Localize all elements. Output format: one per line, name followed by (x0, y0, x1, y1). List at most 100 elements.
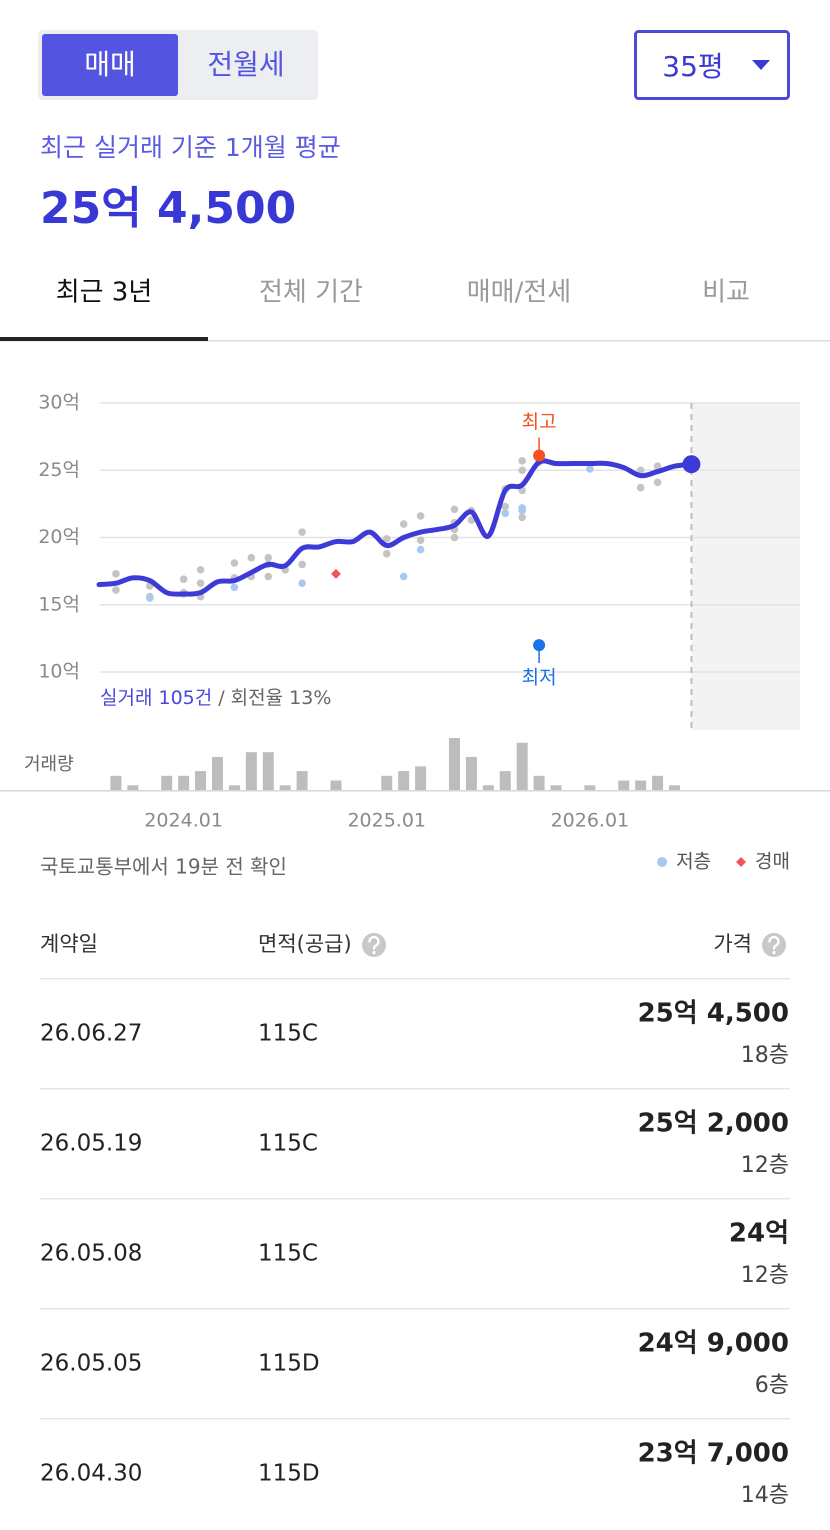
trade-point (450, 533, 459, 542)
volume-label: 거래량 (24, 754, 74, 775)
x-tick-label: 2025.01 (347, 810, 426, 832)
volume-bar (178, 775, 190, 790)
average-line (96, 458, 694, 597)
trade-point (298, 528, 306, 536)
trade-point (653, 462, 662, 471)
trade-point (518, 506, 526, 515)
row-divider (40, 1088, 790, 1090)
legend-marker (657, 857, 668, 867)
trade-point (636, 483, 645, 492)
volume-bar (482, 785, 494, 790)
volume-bar (195, 771, 207, 790)
volume-bar (245, 752, 257, 790)
annotation-point (533, 449, 546, 462)
annotation-label: 최고 (522, 411, 557, 433)
trade-point (416, 545, 425, 554)
volume-bar (398, 771, 410, 790)
trade-point (382, 549, 391, 558)
turnover: / 회전율 13% (218, 687, 331, 709)
trade-point (636, 466, 645, 475)
contract-date: 26.05.08 (40, 1241, 142, 1267)
price: 23억 7,000 (638, 1439, 789, 1469)
table-header: 가격 (713, 932, 752, 956)
floor: 12층 (741, 1153, 789, 1178)
trade-point (586, 465, 594, 473)
trade-stats: 실거래 105건 / 회전율 13% (100, 687, 331, 709)
floor: 12층 (741, 1263, 789, 1288)
trade-point (298, 579, 306, 588)
trade-point (264, 572, 273, 581)
latest-point (682, 455, 701, 474)
volume-bar (330, 780, 342, 790)
trade-point (247, 553, 256, 562)
annotation-label: 최저 (522, 667, 557, 689)
volume-bar (465, 756, 477, 790)
deal-tab-active[interactable] (42, 34, 178, 96)
volume-bar (550, 785, 562, 790)
volume-bar (110, 775, 122, 790)
area-type: 115C (258, 1131, 318, 1157)
volume-bar (516, 742, 528, 790)
deal-tab[interactable]: 매매 (84, 48, 136, 81)
auction-point (330, 568, 341, 579)
floor: 14층 (741, 1483, 789, 1508)
help-icon[interactable] (362, 933, 386, 957)
volume-bar (127, 785, 139, 790)
volume-baseline (0, 790, 830, 792)
future-region (691, 403, 800, 730)
trade-point (112, 586, 120, 594)
y-tick-label: 20억 (38, 526, 80, 548)
price: 25억 2,000 (638, 1109, 789, 1139)
area-select[interactable]: 35평 (662, 50, 723, 83)
x-tick-label: 2026.01 (551, 810, 630, 832)
price: 25억 4,500 (638, 999, 789, 1029)
trade-point (501, 509, 510, 518)
period-tab[interactable]: 전체 기간 (259, 278, 363, 308)
help-icon[interactable] (762, 933, 786, 957)
trade-point (416, 536, 425, 544)
trade-point (196, 565, 205, 574)
summary-price: 25억 4,500 (40, 183, 296, 234)
trade-point (179, 575, 188, 583)
row-divider (40, 1418, 790, 1420)
area-type: 115C (258, 1241, 318, 1267)
trade-point (518, 457, 526, 465)
volume-bar (635, 780, 647, 790)
trade-point (518, 513, 526, 522)
period-tab[interactable]: 매매/전세 (467, 278, 571, 308)
trade-point (230, 559, 239, 567)
volume-bar (618, 780, 630, 790)
volume-bar (499, 771, 511, 790)
area-type: 115D (258, 1461, 320, 1487)
tab-underline (0, 337, 208, 341)
volume-bar (381, 775, 393, 790)
trade-point (450, 505, 459, 514)
trade-point (399, 572, 408, 581)
legend-marker (736, 857, 747, 867)
legend-label: 경매 (755, 851, 790, 873)
area-type: 115D (258, 1351, 320, 1377)
row-divider (40, 1308, 790, 1310)
volume-bar (652, 775, 664, 790)
trade-point (382, 535, 391, 543)
volume-bar (262, 752, 274, 790)
deal-tab[interactable]: 전월세 (207, 48, 284, 81)
source-note: 국토교통부에서 19분 전 확인 (40, 855, 287, 879)
y-tick-label: 30억 (38, 392, 80, 414)
row-divider (40, 1198, 790, 1200)
trade-point (196, 579, 205, 588)
trade-point (230, 583, 239, 592)
table-divider (40, 978, 790, 980)
period-tab[interactable]: 최근 3년 (56, 278, 153, 308)
period-tab[interactable]: 비교 (702, 278, 750, 308)
trade-point (145, 594, 154, 602)
contract-date: 26.06.27 (40, 1021, 142, 1047)
trade-point (416, 512, 425, 520)
trade-point (298, 560, 306, 569)
area-dropdown[interactable] (634, 30, 790, 100)
trade-point (112, 570, 120, 578)
trade-point (399, 520, 408, 528)
volume-bar (448, 738, 460, 790)
trade-point (264, 553, 273, 562)
